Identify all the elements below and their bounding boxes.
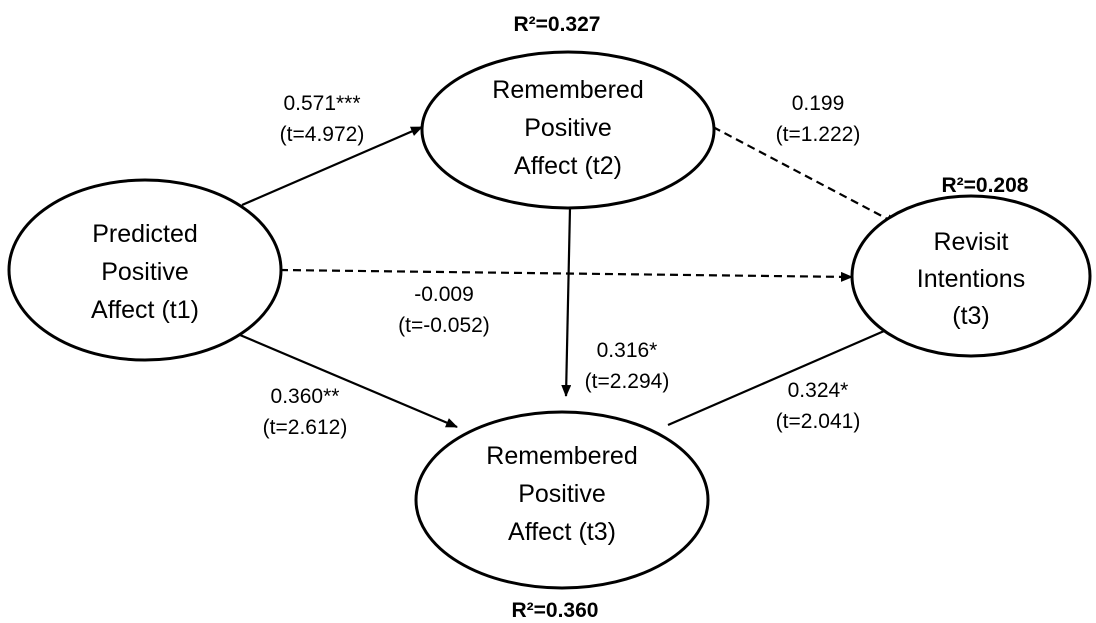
path-t-value: (t=4.972) — [280, 123, 365, 146]
path-t-value: (t=2.294) — [585, 370, 670, 393]
node-label-line: Predicted — [92, 220, 198, 248]
node-remembered-positive-affect-t2: Remembered Positive Affect (t2) — [420, 50, 716, 210]
path-coefficient: 0.199 — [792, 92, 845, 115]
r2-remembered-t2: R²=0.327 — [514, 13, 601, 36]
r2-revisit: R²=0.208 — [942, 174, 1029, 197]
path-t-value: (t=1.222) — [776, 123, 861, 146]
edge-t3-to-revisit — [667, 323, 899, 427]
node-predicted-positive-affect-t1: Predicted Positive Affect (t1) — [7, 178, 283, 362]
node-label-line: (t3) — [952, 302, 990, 330]
path-coefficient: 0.316* — [597, 339, 658, 362]
node-label-line: Revisit — [933, 228, 1008, 256]
node-revisit-intentions-t3: Revisit Intentions (t3) — [850, 194, 1092, 358]
node-label-line: Remembered — [486, 442, 637, 470]
r2-remembered-t3: R²=0.360 — [512, 599, 599, 622]
node-label-line: Intentions — [917, 265, 1025, 293]
path-coefficient: 0.360** — [271, 385, 340, 408]
node-label-line: Positive — [524, 114, 612, 142]
path-coefficient: -0.009 — [414, 283, 474, 306]
node-label-line: Positive — [518, 480, 606, 508]
node-remembered-positive-affect-t3: Remembered Positive Affect (t3) — [414, 410, 710, 590]
path-t-value: (t=2.612) — [263, 416, 348, 439]
node-label-line: Affect (t3) — [508, 518, 616, 546]
node-label-line: Affect (t2) — [514, 152, 622, 180]
edge-t2-to-revisit — [712, 126, 898, 225]
path-coefficient: 0.324* — [788, 379, 849, 402]
node-label-line: Remembered — [492, 76, 643, 104]
edge-t1-to-t3 — [239, 333, 458, 429]
path-t-value: (t=-0.052) — [398, 314, 490, 337]
edge-t1-to-revisit — [279, 268, 853, 282]
path-t-value: (t=2.041) — [776, 410, 861, 433]
node-label-line: Positive — [101, 258, 189, 286]
edge-t2-to-t3 — [561, 207, 572, 397]
node-label-line: Affect (t1) — [91, 296, 199, 324]
edge-t1-to-t2 — [241, 125, 423, 207]
path-coefficient: 0.571*** — [283, 92, 360, 115]
